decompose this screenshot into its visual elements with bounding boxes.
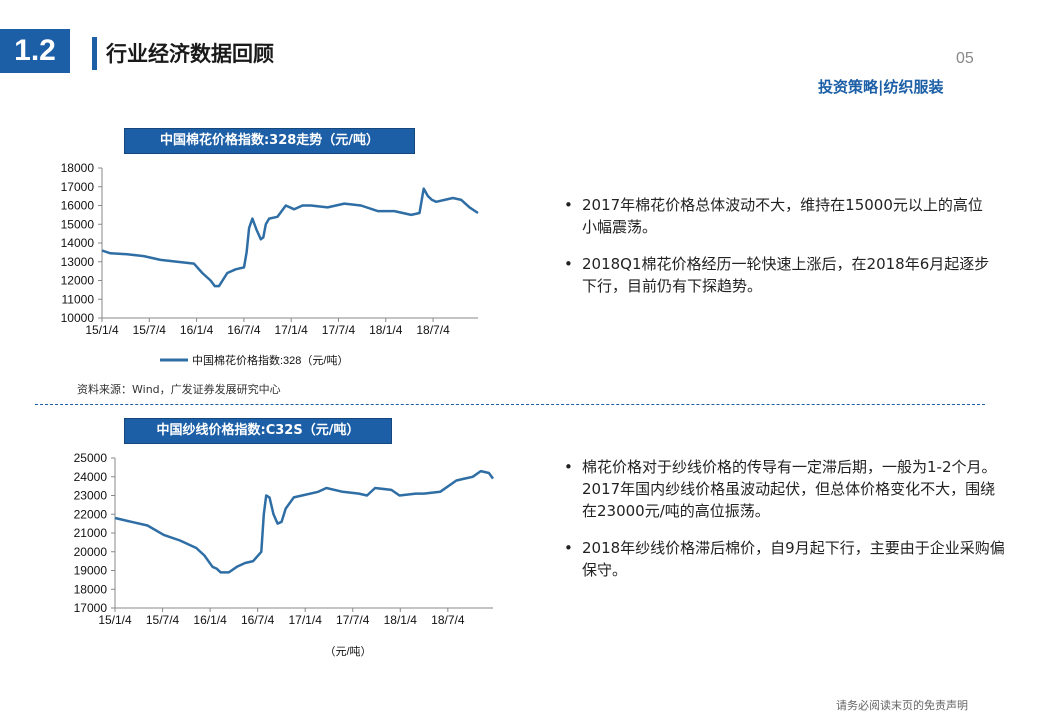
- section-number-badge: 1.2: [0, 29, 70, 73]
- x-tick-label: 15/7/4: [146, 613, 180, 627]
- y-tick-label: 18000: [61, 161, 95, 175]
- unit-label: （元/吨）: [324, 645, 371, 658]
- x-tick-label: 16/7/4: [227, 323, 261, 337]
- footer-disclaimer: 请务必阅读末页的免责声明: [836, 699, 968, 712]
- y-tick-label: 11000: [62, 292, 95, 306]
- y-tick-label: 21000: [74, 526, 108, 540]
- series-line: [101, 187, 479, 288]
- x-tick-label: 17/7/4: [322, 323, 356, 337]
- yarn-price-chart: 17000 18000 19000 20000 21000 22000 23000 24000…: [74, 451, 495, 658]
- bullet-item: 2017年棉花价格总体波动不大，维持在15000元以上的高位小幅震荡。: [560, 194, 990, 238]
- source-note: 资料来源：Wind，广发证券发展研究中心: [77, 383, 281, 396]
- x-tick-label: 17/1/4: [274, 323, 308, 337]
- yarn-commentary: 棉花价格对于纱线价格的传导有一定滞后期，一般为1-2个月。2017年国内纱线价格…: [560, 456, 1005, 596]
- y-tick-label: 17000: [74, 601, 108, 615]
- series-line: [114, 469, 495, 574]
- y-tick-label: 25000: [74, 451, 108, 465]
- y-tick-label: 17000: [61, 180, 95, 194]
- chart1-title: 中国棉花价格指数:328走势（元/吨）: [124, 128, 415, 154]
- y-tick-label: 12000: [61, 274, 95, 288]
- x-tick-label: 18/1/4: [369, 323, 403, 337]
- y-tick-label: 19000: [74, 564, 108, 578]
- y-tick-label: 16000: [61, 199, 95, 213]
- y-tick-label: 13000: [61, 255, 95, 269]
- x-tick-label: 16/7/4: [241, 613, 275, 627]
- y-tick-label: 23000: [74, 489, 108, 503]
- bullet-item: 棉花价格对于纱线价格的传导有一定滞后期，一般为1-2个月。2017年国内纱线价格…: [560, 456, 1005, 522]
- x-tick-label: 16/1/4: [193, 613, 227, 627]
- report-subtitle: 投资策略|纺织服装: [818, 78, 944, 96]
- x-tick-label: 16/1/4: [180, 323, 214, 337]
- x-tick-label: 18/7/4: [431, 613, 465, 627]
- x-tick-label: 17/7/4: [336, 613, 370, 627]
- y-tick-label: 14000: [61, 236, 95, 250]
- y-tick-label: 10000: [61, 311, 95, 325]
- title-accent-bar: [92, 37, 97, 70]
- y-tick-label: 22000: [74, 507, 108, 521]
- x-tick-label: 18/1/4: [384, 613, 418, 627]
- bullet-item: 2018Q1棉花价格经历一轮快速上涨后，在2018年6月起逐步下行，目前仍有下探…: [560, 253, 990, 297]
- y-tick-label: 20000: [74, 545, 108, 559]
- bullet-item: 2018年纱线价格滞后棉价，自9月起下行，主要由于企业采购偏保守。: [560, 537, 1005, 581]
- slide-title: 行业经济数据回顾: [106, 42, 274, 66]
- page-number: 05: [956, 50, 974, 67]
- cotton-commentary: 2017年棉花价格总体波动不大，维持在15000元以上的高位小幅震荡。 2018…: [560, 194, 990, 312]
- y-tick-label: 18000: [74, 582, 108, 596]
- x-tick-label: 15/1/4: [98, 613, 132, 627]
- x-tick-label: 15/1/4: [85, 323, 119, 337]
- y-tick-label: 15000: [61, 217, 95, 231]
- x-tick-label: 15/7/4: [133, 323, 167, 337]
- cotton-price-chart: 10000 11000 12000 13000 14000 15000 16000 17000…: [61, 161, 479, 367]
- y-tick-label: 24000: [74, 470, 108, 484]
- chart2-title: 中国纱线价格指数:C32S（元/吨）: [124, 418, 392, 444]
- section-divider: [35, 404, 985, 405]
- legend-label: 中国棉花价格指数:328（元/吨）: [192, 353, 348, 367]
- x-tick-label: 18/7/4: [416, 323, 450, 337]
- x-tick-label: 17/1/4: [289, 613, 323, 627]
